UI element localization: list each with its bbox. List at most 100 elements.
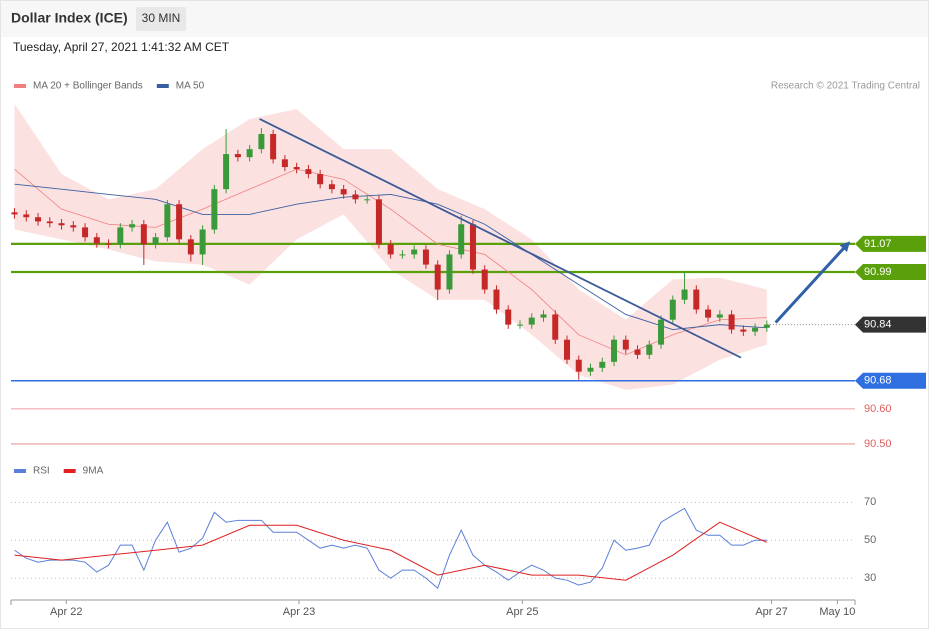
candle-body bbox=[528, 317, 535, 325]
candle-body bbox=[622, 339, 629, 350]
candle-body bbox=[411, 249, 418, 255]
candle-body bbox=[187, 239, 194, 255]
candle-body bbox=[140, 224, 147, 245]
candle-body bbox=[270, 134, 277, 160]
candle-body bbox=[281, 159, 288, 168]
level-label: 90.50 bbox=[864, 438, 892, 450]
moving-average bbox=[14, 168, 767, 356]
x-tick-label: Apr 27 bbox=[755, 606, 787, 618]
candle-body bbox=[540, 314, 547, 318]
indicator-line bbox=[14, 521, 768, 581]
x-tick-label: Apr 23 bbox=[283, 606, 315, 618]
subtitle: Tuesday, April 27, 2021 1:41:32 AM CET bbox=[13, 40, 230, 54]
candle-body bbox=[763, 324, 770, 328]
timeframe-box[interactable] bbox=[136, 7, 186, 31]
candle-body bbox=[658, 319, 665, 345]
candle-body bbox=[105, 243, 112, 245]
candle-body bbox=[399, 254, 406, 256]
candle-body bbox=[458, 224, 465, 255]
candle-body bbox=[35, 217, 42, 222]
candle-body bbox=[82, 227, 89, 238]
level-tag bbox=[855, 316, 926, 333]
level-label: 90.60 bbox=[864, 403, 892, 415]
legend-label: MA 50 bbox=[176, 81, 205, 92]
x-tick-label: Apr 25 bbox=[506, 606, 538, 618]
level-label: 90.99 bbox=[864, 266, 892, 278]
candle-body bbox=[575, 359, 582, 372]
legend-label: MA 20 + Bollinger Bands bbox=[33, 81, 143, 92]
candle-body bbox=[340, 189, 347, 195]
candle-body bbox=[493, 289, 500, 310]
candle-body bbox=[587, 367, 594, 372]
candle-body bbox=[481, 269, 488, 290]
candle-body bbox=[129, 224, 136, 228]
legend-swatch bbox=[14, 469, 26, 473]
level-tag bbox=[855, 372, 926, 389]
candle-body bbox=[705, 309, 712, 318]
candle-body bbox=[46, 221, 53, 224]
legend-swatch bbox=[63, 469, 76, 473]
candle-body bbox=[293, 167, 300, 170]
candle-body bbox=[634, 349, 641, 355]
candle-body bbox=[516, 324, 523, 326]
candle-body bbox=[11, 212, 18, 215]
candle-body bbox=[176, 204, 183, 240]
candle-body bbox=[646, 344, 653, 355]
candle-body bbox=[599, 361, 606, 368]
candle-body bbox=[58, 223, 65, 226]
candle-body bbox=[422, 249, 429, 265]
level-label: 91.07 bbox=[864, 238, 892, 250]
candle-body bbox=[387, 244, 394, 255]
candle-body bbox=[752, 327, 759, 332]
candle-body bbox=[223, 154, 230, 190]
timeframe[interactable]: 30 MIN bbox=[142, 11, 181, 25]
candle-body bbox=[434, 264, 441, 290]
level-label: 90.68 bbox=[864, 375, 892, 387]
candle-body bbox=[117, 227, 124, 245]
forecast-arrow bbox=[774, 241, 851, 324]
candle-body bbox=[564, 339, 571, 360]
candle-body bbox=[611, 339, 618, 362]
candle-body bbox=[152, 237, 159, 245]
y-tick-label: 30 bbox=[864, 572, 876, 584]
candle-body bbox=[328, 184, 335, 190]
candle-body bbox=[246, 149, 253, 158]
candle-body bbox=[716, 314, 723, 318]
y-tick-label: 50 bbox=[864, 534, 876, 546]
candle-body bbox=[669, 299, 676, 320]
candle-body bbox=[681, 289, 688, 300]
moving-average bbox=[14, 183, 767, 330]
x-tick-label: May 10 bbox=[819, 606, 855, 618]
candle-body bbox=[364, 199, 371, 201]
candle-body bbox=[199, 229, 206, 255]
level-tag bbox=[855, 235, 926, 252]
candle-body bbox=[552, 314, 559, 340]
legend-swatch bbox=[14, 84, 26, 88]
candle-body bbox=[728, 314, 735, 330]
candle-body bbox=[234, 154, 241, 158]
indicator-line bbox=[14, 507, 767, 589]
candle-body bbox=[693, 289, 700, 310]
candle-body bbox=[375, 199, 382, 245]
trendline bbox=[259, 118, 742, 359]
legend-label: RSI bbox=[33, 466, 50, 477]
candle-body bbox=[70, 225, 77, 228]
legend-label: 9MA bbox=[83, 466, 104, 477]
candle-body bbox=[469, 224, 476, 270]
candle-body bbox=[505, 309, 512, 325]
y-tick-label: 70 bbox=[864, 496, 876, 508]
candle-body bbox=[211, 189, 218, 230]
level-label: 90.84 bbox=[864, 319, 892, 331]
candle-body bbox=[317, 174, 324, 185]
candle-body bbox=[446, 254, 453, 290]
candle-body bbox=[23, 214, 30, 218]
credit: Research © 2021 Trading Central bbox=[771, 81, 920, 92]
legend-swatch bbox=[156, 84, 169, 88]
candle-body bbox=[305, 169, 312, 175]
candle-body bbox=[258, 134, 265, 150]
candle-body bbox=[93, 237, 100, 244]
candle-body bbox=[164, 204, 171, 238]
candle-body bbox=[740, 329, 747, 332]
